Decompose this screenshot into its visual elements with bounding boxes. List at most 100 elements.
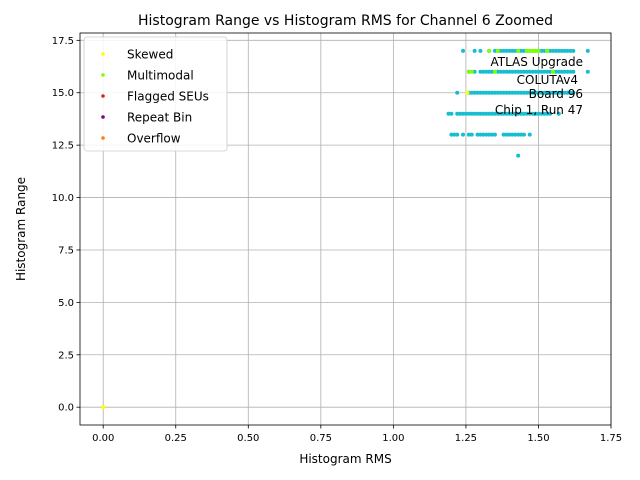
data-point (475, 111, 480, 116)
data-point (524, 48, 529, 53)
data-point (498, 69, 503, 74)
data-point (513, 90, 518, 95)
data-point (461, 132, 466, 137)
data-point (469, 111, 474, 116)
data-point (478, 48, 483, 53)
annotation-block: ATLAS Upgrade COLUTAv4 Board 96 Chip 1, … (490, 55, 583, 117)
data-point (507, 69, 512, 74)
legend-marker-multimodal (101, 73, 105, 77)
data-point (487, 132, 492, 137)
data-point (495, 90, 500, 95)
data-point (571, 48, 576, 53)
chart-title: Histogram Range vs Histogram RMS for Cha… (138, 13, 553, 29)
data-point (461, 111, 466, 116)
x-tick-label: 0.25 (165, 433, 187, 444)
data-point (530, 111, 535, 116)
data-point (530, 90, 535, 95)
legend-label-multimodal: Multimodal (127, 69, 194, 83)
data-point (510, 90, 515, 95)
data-point (556, 69, 561, 74)
data-point (513, 132, 518, 137)
data-point (472, 48, 477, 53)
legend-label-flagged-seus: Flagged SEUs (127, 90, 209, 104)
data-point (490, 90, 495, 95)
data-point (466, 132, 471, 137)
data-point (472, 90, 477, 95)
y-tick-label: 12.5 (52, 141, 74, 152)
data-point (481, 90, 486, 95)
data-point (527, 90, 532, 95)
data-point (568, 90, 573, 95)
x-tick-label: 0.75 (310, 433, 332, 444)
annotation-line: COLUTAv4 (517, 73, 578, 87)
data-point (478, 132, 483, 137)
legend-label-repeat-bin: Repeat Bin (127, 111, 192, 125)
data-point (553, 90, 558, 95)
data-point (521, 132, 526, 137)
data-point (501, 132, 506, 137)
annotation-line: Board 96 (529, 87, 583, 101)
data-point (487, 69, 492, 74)
data-point (527, 69, 532, 74)
data-point (455, 90, 460, 95)
x-axis-label: Histogram RMS (299, 452, 391, 466)
x-tick-label: 1.75 (600, 433, 622, 444)
data-point (475, 132, 480, 137)
data-point (559, 90, 564, 95)
data-point (533, 69, 538, 74)
data-point (487, 111, 492, 116)
data-point (463, 111, 468, 116)
data-point (533, 111, 538, 116)
data-point (542, 48, 547, 53)
data-point (550, 48, 555, 53)
data-point (513, 48, 518, 53)
data-point (449, 132, 454, 137)
data-point (484, 90, 489, 95)
data-point (542, 111, 547, 116)
data-point (504, 69, 509, 74)
data-point (498, 48, 503, 53)
data-point (466, 69, 471, 74)
data-point (481, 111, 486, 116)
data-point (465, 90, 470, 95)
data-point (548, 90, 553, 95)
data-point (504, 111, 509, 116)
data-point (490, 69, 495, 74)
data-point (478, 90, 483, 95)
data-point (542, 90, 547, 95)
x-tick-label: 1.00 (382, 433, 404, 444)
data-point (455, 111, 460, 116)
annotation-line: Chip 1, Run 47 (495, 103, 583, 117)
data-point (492, 69, 497, 74)
data-point (524, 69, 529, 74)
data-point (536, 69, 541, 74)
data-point (507, 90, 512, 95)
data-point (449, 111, 454, 116)
data-point (507, 132, 512, 137)
data-point (507, 111, 512, 116)
grid (80, 33, 612, 425)
data-point (492, 111, 497, 116)
data-point (472, 69, 477, 74)
x-tick-label: 1.25 (455, 433, 477, 444)
data-point (524, 111, 529, 116)
data-point (571, 90, 576, 95)
data-point (516, 153, 521, 158)
data-point (519, 111, 524, 116)
data-point (562, 69, 567, 74)
data-point (550, 90, 555, 95)
y-tick-label: 7.5 (58, 245, 74, 256)
data-point (498, 90, 503, 95)
plot-area-border (79, 32, 612, 426)
data-point (472, 111, 477, 116)
data-points (101, 48, 590, 410)
data-point (495, 111, 500, 116)
data-point (519, 48, 524, 53)
data-point (545, 48, 550, 53)
data-point (539, 111, 544, 116)
data-point (519, 90, 524, 95)
data-point (536, 111, 541, 116)
data-point (527, 48, 532, 53)
data-point (455, 132, 460, 137)
